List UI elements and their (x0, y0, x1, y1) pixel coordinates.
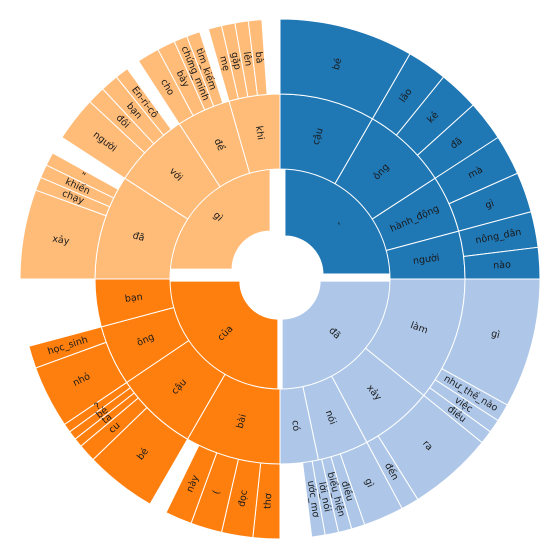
ring3-wedge-tim-kiem (186, 31, 224, 107)
ring2-label-ban: bạn (124, 292, 143, 305)
sunburst-segments (19, 18, 541, 540)
ring3-label-xay: xảy (52, 233, 71, 247)
ring3-label-punct: ( (211, 489, 223, 496)
ring3-segment-nay-22 (165, 444, 218, 524)
ring3-wedge-ba (247, 19, 268, 96)
ring3-label-tho: thơ (262, 493, 274, 509)
ring3-label-be: bé (331, 57, 345, 71)
ring3-label-doc: đọc (236, 489, 250, 508)
ring3-segment-tim-kiem-41 (186, 31, 224, 107)
ring2-label-co: có (289, 420, 301, 432)
ring2-label-de: để (211, 137, 226, 153)
ring3-wedge-punct (45, 152, 119, 199)
ring3-segment-hoc-sinh-29 (28, 326, 107, 369)
ring3-segment-uoc-mo-18 (301, 460, 326, 538)
ring3-label-gi: gì (490, 328, 501, 341)
ring3-label-gi: gì (362, 477, 376, 489)
ring3-label-nao: nào (493, 259, 511, 271)
ring2-label-nguoi: người (412, 253, 440, 267)
ring3-wedge-hoc-sinh (28, 326, 107, 369)
ring2-label-da: đã (131, 230, 145, 244)
ring3-segment-en-ri-co-37 (115, 67, 172, 136)
ring3-label-ba: bà (253, 51, 265, 64)
ring3-wedge-en-ri-co (115, 67, 172, 136)
ring3-segment-punct-33 (45, 152, 119, 199)
ring3-label-len: lên (241, 51, 254, 67)
ring3-label-gap: gặp (228, 51, 242, 71)
ring3-label-punct: ? (93, 401, 103, 413)
ring3-wedge-uoc-mo (301, 460, 326, 538)
ring3-label-me: mẹ (217, 55, 231, 73)
ring1-label-punct: , (332, 217, 342, 227)
ring3-label-uoc-mo: ước_mơ (305, 480, 321, 518)
ring3-label-gi: gì (484, 198, 496, 211)
ring2-label-khi: khi (253, 125, 266, 141)
ring2-label-noi: nói (323, 409, 338, 426)
ring3-segment-ba-45 (247, 19, 268, 96)
ring3-wedge-nay (165, 444, 218, 524)
ring2-label-bai: bài (235, 413, 249, 430)
ring3-label-punct: " (78, 170, 87, 182)
ring2-label-cau: cậu (311, 127, 326, 146)
